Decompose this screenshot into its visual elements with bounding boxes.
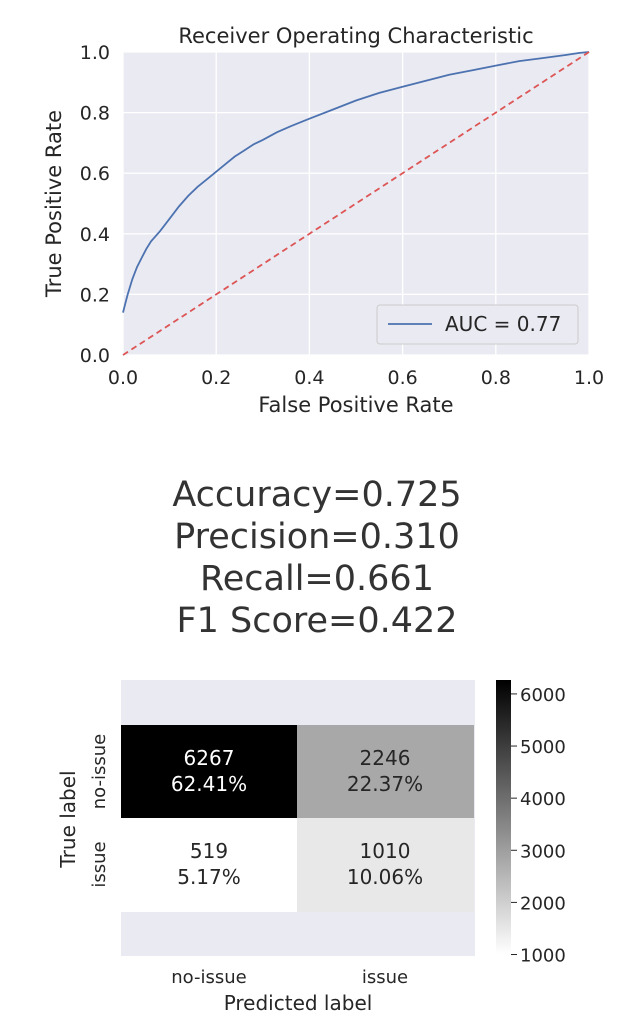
cm-cell-percent: 5.17% (177, 865, 241, 889)
roc-x-tick-label: 0.2 (201, 367, 231, 389)
roc-x-tick-label: 0.8 (481, 367, 511, 389)
roc-x-tick-label: 0.0 (108, 367, 138, 389)
cm-y-tick-label: issue (89, 841, 110, 887)
cm-cell-percent: 10.06% (347, 865, 423, 889)
roc-y-tick-label: 0.4 (80, 224, 110, 246)
cm-cell (297, 818, 474, 912)
cm-cell-percent: 22.37% (347, 772, 423, 796)
roc-x-ticks: 0.0 0.2 0.4 0.6 0.8 1.0 (108, 367, 604, 389)
roc-chart: Receiver Operating Characteristic 0.0 0.2… (42, 24, 604, 417)
colorbar-tick-label: 6000 (520, 685, 566, 706)
colorbar-tick-label: 1000 (520, 946, 566, 967)
roc-legend-label: AUC = 0.77 (445, 312, 561, 336)
colorbar-tick-label: 3000 (520, 841, 566, 862)
cm-cell-count: 2246 (360, 746, 411, 770)
precision-text: Precision=0.310 (174, 517, 460, 557)
cm-y-tick-label: no-issue (89, 734, 110, 810)
roc-x-tick-label: 0.6 (387, 367, 417, 389)
cm-y-axis-label: True label (56, 770, 80, 868)
cm-cell (297, 725, 474, 819)
chance-line (122, 51, 590, 356)
roc-y-tick-label: 0.0 (80, 345, 110, 367)
colorbar-tick-label: 5000 (520, 737, 566, 758)
f1-score-text: F1 Score=0.422 (176, 601, 458, 641)
roc-title: Receiver Operating Characteristic (178, 24, 533, 48)
cm-tick-labels: no-issue issue no-issue issue (89, 734, 408, 988)
cm-cell-count: 519 (190, 839, 228, 863)
roc-y-ticks: 0.0 0.2 0.4 0.6 0.8 1.0 (80, 42, 110, 367)
colorbar-tick-label: 2000 (520, 893, 566, 914)
roc-curve (122, 51, 590, 313)
roc-y-tick-label: 0.8 (80, 103, 110, 125)
roc-y-tick-label: 1.0 (80, 42, 110, 64)
colorbar-ticks: 1000 2000 3000 4000 5000 6000 (511, 685, 566, 967)
colorbar-tick-label: 4000 (520, 789, 566, 810)
colorbar (496, 680, 511, 954)
roc-legend: AUC = 0.77 (376, 304, 579, 345)
cm-cell (121, 725, 298, 819)
cm-cell (121, 818, 298, 912)
roc-x-tick-label: 0.4 (294, 367, 324, 389)
roc-series (122, 51, 590, 356)
roc-x-tick-label: 1.0 (574, 367, 604, 389)
recall-text: Recall=0.661 (200, 559, 434, 599)
cm-cell-count: 1010 (360, 839, 411, 863)
accuracy-text: Accuracy=0.725 (172, 475, 462, 515)
roc-legend-box (376, 304, 579, 345)
roc-grid (122, 51, 590, 356)
cm-cell-percent: 62.41% (171, 772, 247, 796)
cm-x-tick-label: issue (362, 967, 408, 988)
cm-x-tick-label: no-issue (171, 967, 247, 988)
roc-y-tick-label: 0.2 (80, 284, 110, 306)
roc-y-tick-label: 0.6 (80, 163, 110, 185)
cm-cell-count: 6267 (184, 746, 235, 770)
cm-x-axis-label: Predicted label (224, 991, 373, 1015)
roc-x-axis-label: False Positive Rate (258, 393, 453, 417)
roc-y-axis-label: True Positive Rate (42, 110, 66, 298)
metrics-summary: Accuracy=0.725 Precision=0.310 Recall=0.… (0, 474, 634, 642)
